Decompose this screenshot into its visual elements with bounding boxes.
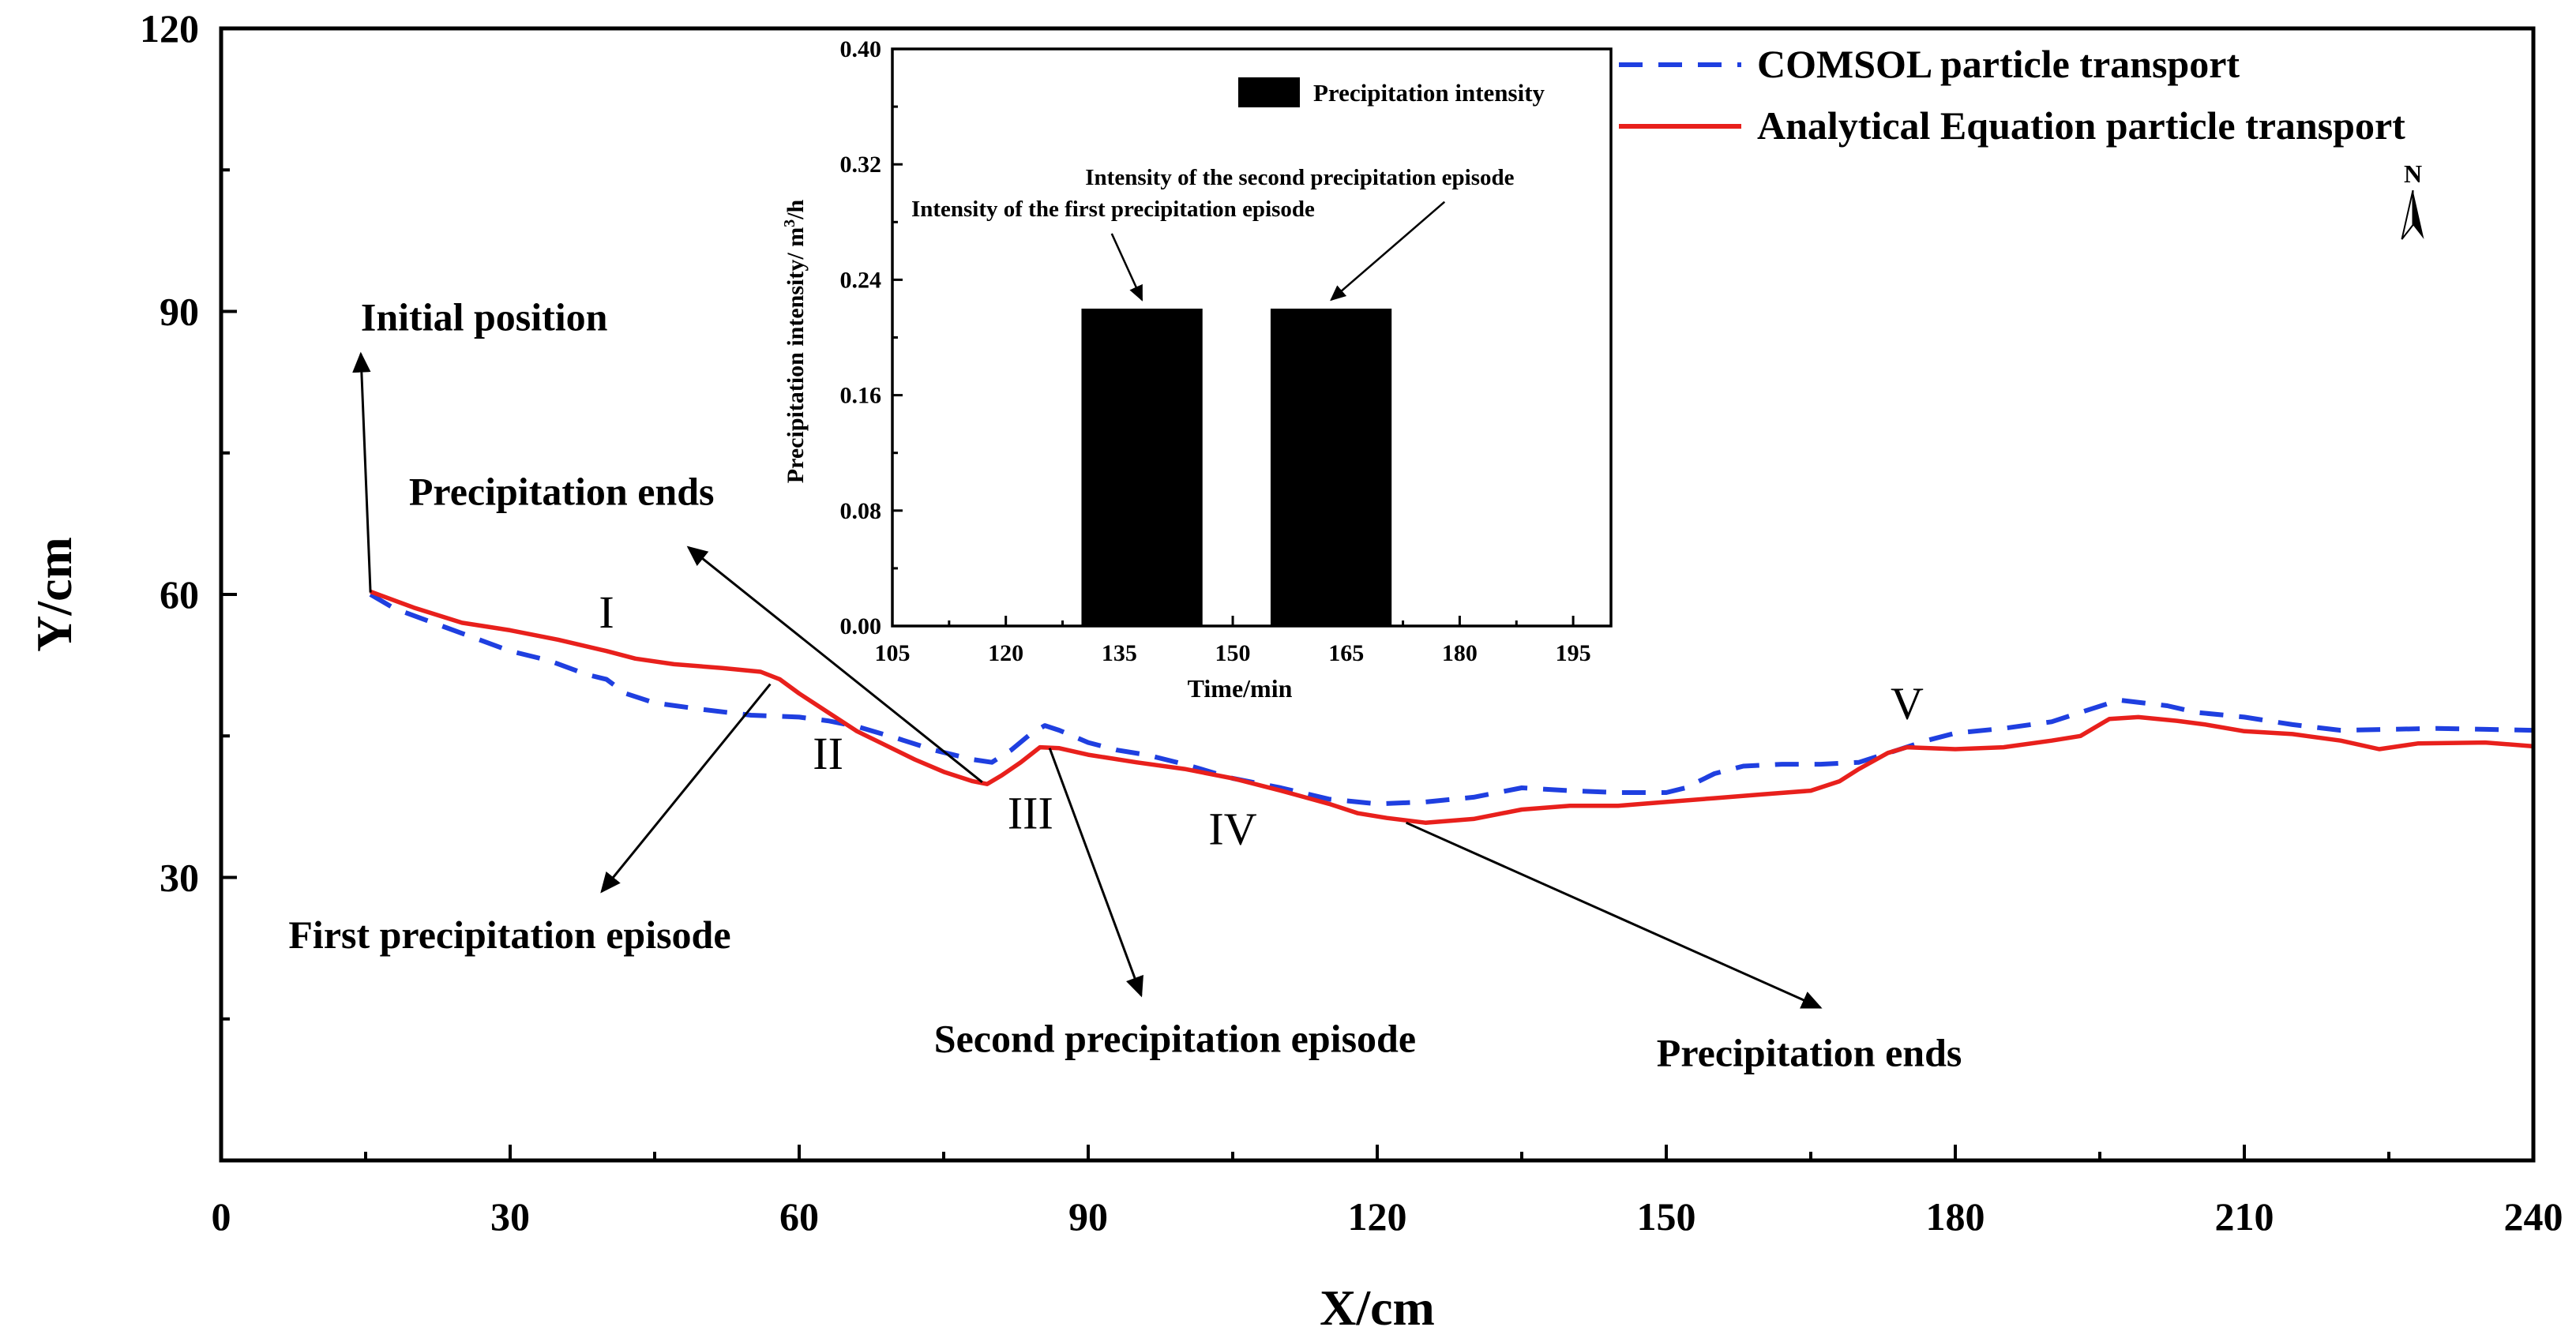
segment-label: I [599, 587, 614, 638]
inset-y-tick-label: 0.24 [840, 267, 882, 293]
precipitation-bar [1270, 308, 1392, 626]
inset-x-tick-label: 135 [1102, 640, 1137, 666]
main-x-tick-label: 60 [779, 1194, 819, 1239]
annotation-arrow [600, 683, 772, 894]
compass-arrow-light [2401, 189, 2414, 240]
inset-annotation-arrow [1330, 201, 1446, 302]
main-axis-layer: 0 30 60 90 120 150 180 210 240 30 60 90 120 [140, 6, 2563, 1239]
inset-y-tick-label: 0.40 [840, 36, 882, 62]
inset-x-tick-label: 150 [1215, 640, 1251, 666]
series-line-2 [370, 589, 2534, 825]
main-x-tick-label: 150 [1637, 1194, 1696, 1239]
segment-label: III [1008, 787, 1053, 838]
annotation-label: Second precipitation episode [934, 1017, 1416, 1061]
main-y-tick-label: 60 [160, 572, 199, 617]
main-legend: COMSOL particle transport Analytical Equa… [1619, 42, 2405, 148]
inset-legend-label: Precipitation intensity [1313, 79, 1545, 107]
annotation-arrow [1405, 821, 1823, 1009]
inset-background [892, 49, 1611, 626]
main-x-tick-label: 180 [1926, 1194, 1985, 1239]
main-y-axis-label: Y/cm [26, 537, 82, 652]
annotation-label: Precipitation ends [1657, 1031, 1962, 1075]
annotation-label: Initial position [361, 294, 608, 339]
compass-label: N [2404, 159, 2422, 188]
inset-legend: Precipitation intensity [1238, 77, 1545, 107]
inset-chart: Intensity of the first precipitation epi… [781, 36, 1613, 703]
inset-x-tick-label: 120 [988, 640, 1023, 666]
inset-y-tick-label: 0.08 [840, 498, 882, 524]
inset-y-tick-label: 0.16 [840, 383, 882, 409]
main-x-tick-label: 0 [212, 1194, 231, 1239]
annotation-arrow [352, 351, 372, 593]
main-y-tick-label: 30 [160, 856, 199, 900]
inset-legend-swatch [1238, 77, 1300, 107]
inset-x-tick-label: 165 [1328, 640, 1364, 666]
main-x-axis-label: X/cm [1320, 1280, 1435, 1336]
legend-label: Analytical Equation particle transport [1757, 103, 2405, 148]
inset-x-tick-label: 180 [1442, 640, 1478, 666]
annotation-label: First precipitation episode [288, 913, 730, 957]
inset-y-tick-label: 0.32 [840, 152, 882, 178]
precipitation-bar [1081, 308, 1203, 626]
inset-annotation-label: Intensity of the first precipitation epi… [911, 197, 1315, 222]
segment-label: IV [1208, 804, 1256, 855]
main-x-tick-label: 210 [2215, 1194, 2274, 1239]
annotation-label: Precipitation ends [409, 469, 715, 513]
inset-annotation-label: Intensity of the second precipitation ep… [1085, 165, 1514, 190]
legend-label: COMSOL particle transport [1757, 42, 2240, 86]
inset-annotation-layer: Intensity of the first precipitation epi… [911, 165, 1515, 302]
main-x-tick-label: 120 [1348, 1194, 1407, 1239]
main-x-tick-label: 90 [1068, 1194, 1108, 1239]
main-x-tick-label: 30 [490, 1194, 530, 1239]
main-series-layer [369, 589, 2534, 825]
inset-y-axis-label: Precipitation intensity/ m3/h [781, 199, 809, 483]
compass-arrow-dark [2413, 190, 2424, 240]
inset-y-tick-label: 0.00 [840, 613, 882, 639]
series-line-1 [369, 592, 2534, 807]
segment-label: V [1891, 678, 1924, 729]
annotation-arrow [686, 545, 983, 783]
inset-x-tick-label: 195 [1556, 640, 1591, 666]
main-y-tick-label: 90 [160, 290, 199, 334]
inset-axis-layer: 105 120 135 150 165 180 195 0.00 0.08 0.16 0.24 0.3… [840, 36, 1591, 666]
inset-annotation-arrow [1110, 233, 1143, 302]
main-y-tick-label: 120 [140, 6, 199, 51]
inset-bar-layer [1081, 308, 1392, 626]
north-arrow-icon: N [2401, 159, 2424, 240]
main-x-tick-label: 240 [2504, 1194, 2563, 1239]
inset-x-axis-label: Time/min [1188, 674, 1293, 703]
segment-label: II [813, 728, 843, 779]
inset-x-tick-label: 105 [875, 640, 911, 666]
annotation-arrow [1048, 748, 1143, 998]
